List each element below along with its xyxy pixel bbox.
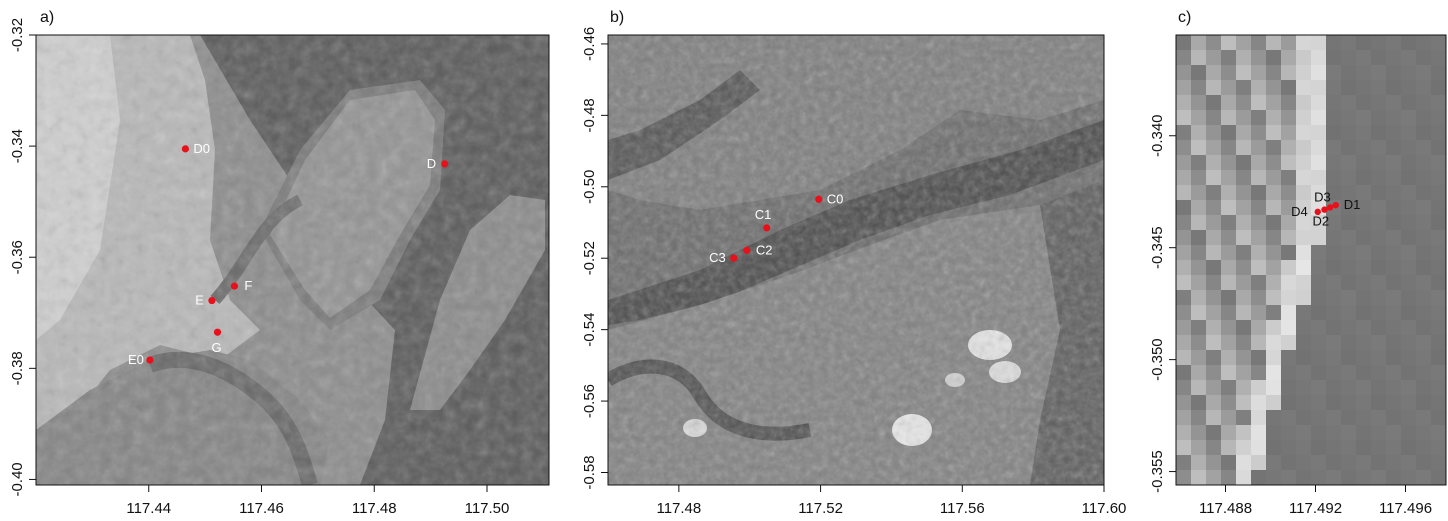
y-tick-label: -0.54	[581, 313, 598, 347]
satellite-image-c	[1176, 35, 1446, 485]
site-marker	[1321, 206, 1328, 213]
site-label: D4	[1291, 204, 1308, 219]
site-label: D2	[1313, 214, 1330, 229]
y-tick-label: -0.36	[9, 240, 26, 274]
y-tick-label: -0.32	[9, 18, 26, 52]
site-label: E0	[128, 352, 144, 367]
site-marker	[181, 145, 189, 153]
frame-b	[607, 34, 1105, 486]
site-label: F	[244, 278, 252, 293]
site-label: C3	[709, 250, 726, 265]
site-label: D3	[1314, 189, 1331, 204]
site-marker	[743, 246, 751, 254]
y-tick-label: -0.345	[1149, 226, 1166, 269]
frame-a	[35, 34, 550, 486]
site-label: D	[427, 156, 436, 171]
y-tick-label: -0.34	[9, 129, 26, 163]
site-marker	[213, 328, 222, 336]
site-marker	[763, 224, 771, 232]
site-marker	[1332, 201, 1339, 209]
y-tick-label: -0.50	[581, 170, 598, 204]
site-marker	[441, 160, 449, 168]
site-label: D1	[1344, 197, 1361, 212]
frame-c	[1175, 34, 1447, 486]
x-tick-label: 117.492	[1289, 500, 1342, 517]
site-label: G	[212, 340, 222, 355]
x-tick-label: 117.48	[352, 500, 397, 517]
site-marker	[146, 356, 154, 364]
x-tick-label: 117.52	[798, 500, 843, 517]
y-tick-label: -0.48	[581, 98, 598, 132]
site-label: D0	[193, 141, 210, 156]
panel-label-b: b)	[610, 9, 624, 26]
site-marker	[1326, 204, 1334, 211]
y-tick-label: -0.58	[581, 455, 598, 489]
x-tick-label: 117.50	[465, 500, 510, 517]
x-tick-label: 117.488	[1199, 500, 1252, 517]
x-tick-label: 117.46	[239, 500, 284, 517]
x-tick-label: 117.496	[1379, 500, 1432, 517]
panel-label-c: c)	[1178, 9, 1191, 26]
site-marker	[730, 254, 738, 262]
y-tick-label: -0.38	[9, 351, 26, 385]
site-marker	[1314, 208, 1321, 216]
y-tick-label: -0.340	[1149, 114, 1166, 157]
y-tick-label: -0.56	[581, 384, 598, 418]
site-marker	[815, 195, 823, 203]
y-tick-label: -0.52	[581, 241, 598, 275]
x-tick-label: 117.56	[940, 500, 985, 517]
site-label: E	[195, 293, 204, 308]
y-tick-label: -0.355	[1149, 450, 1166, 493]
x-tick-label: 117.44	[126, 500, 171, 517]
site-label: C1	[755, 207, 772, 222]
site-marker	[208, 296, 216, 305]
y-tick-label: -0.46	[581, 27, 598, 61]
y-tick-label: -0.350	[1149, 338, 1166, 381]
x-tick-label: 117.60	[1082, 500, 1127, 517]
panel-label-a: a)	[40, 9, 54, 26]
site-label: C0	[827, 191, 844, 206]
site-marker	[230, 282, 239, 290]
x-tick-label: 117.48	[656, 500, 701, 517]
satellite-image-a	[36, 35, 549, 485]
satellite-image-b	[608, 35, 1104, 485]
site-label: C2	[756, 242, 773, 257]
y-tick-label: -0.40	[9, 462, 26, 496]
